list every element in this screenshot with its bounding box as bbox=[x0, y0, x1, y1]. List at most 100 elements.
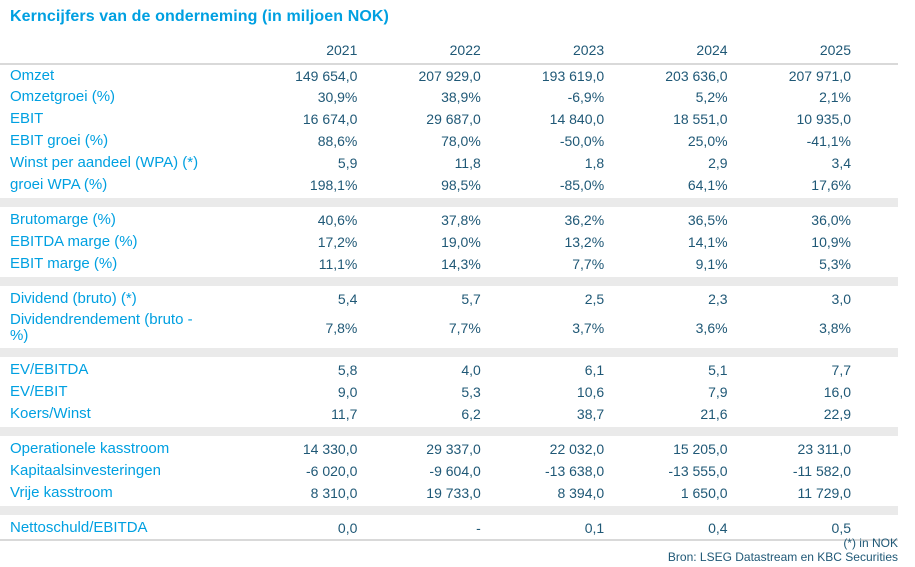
cell-value: 88,6% bbox=[317, 133, 358, 149]
cell-value: 2,3 bbox=[708, 291, 728, 307]
cell-value: -9 604,0 bbox=[429, 463, 481, 479]
cell-value: 11 729,0 bbox=[797, 485, 851, 501]
section-divider-band bbox=[0, 198, 898, 207]
cell-value: -50,0% bbox=[559, 133, 605, 149]
cell-value: - bbox=[476, 520, 481, 536]
row-label: groei WPA (%) bbox=[10, 176, 108, 193]
row-label: EBIT bbox=[10, 110, 44, 127]
cell-value: -11 582,0 bbox=[792, 463, 851, 479]
cell-value: 207 929,0 bbox=[418, 67, 481, 84]
cell-value: 22 032,0 bbox=[549, 441, 605, 457]
table-row: EV/EBIT 9,0 5,3 10,6 7,9 16,0 bbox=[0, 381, 898, 403]
cell-value: 0,1 bbox=[584, 520, 605, 536]
footnote-source: Bron: LSEG Datastream en KBC Securities bbox=[667, 550, 898, 564]
section-divider-band bbox=[0, 506, 898, 515]
table-row: Brutomarge (%) 40,6% 37,8% 36,2% 36,5% 36,0% bbox=[0, 209, 898, 231]
cell-value: 8 310,0 bbox=[310, 485, 358, 501]
footnotes: (*) in NOK Bron: LSEG Datastream en KBC … bbox=[0, 536, 898, 564]
cell-value: 38,9% bbox=[441, 89, 481, 105]
row-label: Omzetgroei (%) bbox=[10, 88, 116, 105]
cell-value: 3,6% bbox=[695, 320, 728, 336]
cell-value: 10,6 bbox=[576, 384, 605, 400]
cell-value: 13,2% bbox=[564, 234, 605, 250]
table-row: Winst per aandeel (WPA) (*) 5,9 11,8 1,8 2,9… bbox=[0, 152, 898, 174]
year-column-header: 2023 bbox=[527, 34, 652, 65]
table-row: EBIT groei (%) 88,6% 78,0% -50,0% 25,0% -41,1… bbox=[0, 130, 898, 152]
section-divider bbox=[0, 346, 898, 359]
cell-value: -13 555,0 bbox=[668, 463, 728, 479]
table-row: EV/EBITDA 5,8 4,0 6,1 5,1 7,7 bbox=[0, 359, 898, 381]
row-label: Vrije kasstroom bbox=[10, 484, 113, 501]
cell-value: -6 020,0 bbox=[306, 463, 358, 479]
table-row: EBIT marge (%) 11,1% 14,3% 7,7% 9,1% 5,3% bbox=[0, 253, 898, 275]
cell-value: 17,2% bbox=[317, 234, 358, 250]
row-label: Brutomarge (%) bbox=[10, 211, 116, 228]
row-label: Dividendrendement (bruto - %) bbox=[10, 311, 193, 344]
table-row: Operationele kasstroom 14 330,0 29 337,0 22… bbox=[0, 438, 898, 460]
section-divider bbox=[0, 504, 898, 517]
row-label: Koers/Winst bbox=[10, 405, 91, 422]
cell-value: 14 840,0 bbox=[549, 111, 605, 127]
cell-value: 40,6% bbox=[317, 212, 358, 228]
table-row: Koers/Winst 11,7 6,2 38,7 21,6 22,9 bbox=[0, 403, 898, 425]
cell-value: 5,9 bbox=[337, 155, 358, 171]
cell-value: 149 654,0 bbox=[295, 67, 358, 84]
cell-value: 29 337,0 bbox=[426, 441, 481, 457]
cell-value: 7,7% bbox=[572, 256, 605, 272]
cell-value: 0,5 bbox=[831, 520, 851, 536]
row-label: EBIT groei (%) bbox=[10, 132, 109, 149]
cell-value: 18 551,0 bbox=[673, 111, 728, 127]
cell-value: -85,0% bbox=[559, 177, 605, 193]
cell-value: 1,8 bbox=[584, 155, 605, 171]
cell-value: 36,0% bbox=[811, 212, 851, 228]
table-bottom-rule bbox=[0, 539, 898, 541]
table-header-row: 2021 2022 2023 2024 2025 bbox=[0, 34, 898, 65]
cell-value: 22,9 bbox=[823, 406, 851, 422]
cell-value: 38,7 bbox=[576, 406, 605, 422]
cell-value: 4,0 bbox=[461, 362, 481, 378]
row-label: Kapitaalsinvesteringen bbox=[10, 462, 161, 479]
cell-value: -41,1% bbox=[806, 133, 851, 149]
cell-value: 9,0 bbox=[337, 384, 358, 400]
cell-value: -6,9% bbox=[567, 89, 605, 105]
table-row: Dividend (bruto) (*) 5,4 5,7 2,5 2,3 3,0 bbox=[0, 288, 898, 310]
cell-value: 5,3% bbox=[819, 256, 851, 272]
cell-value: 19 733,0 bbox=[426, 485, 481, 501]
cell-value: 16,0 bbox=[823, 384, 851, 400]
cell-value: 16 674,0 bbox=[302, 111, 358, 127]
key-figures-table: 2021 2022 2023 2024 2025 Omzet 149 654,0 207 9… bbox=[0, 34, 898, 541]
section-divider bbox=[0, 196, 898, 209]
cell-value: 3,8% bbox=[819, 320, 851, 336]
cell-value: 15 205,0 bbox=[673, 441, 728, 457]
cell-value: 11,8 bbox=[454, 155, 481, 171]
cell-value: 78,0% bbox=[441, 133, 481, 149]
cell-value: 7,8% bbox=[325, 320, 358, 336]
row-label: Dividend (bruto) (*) bbox=[10, 290, 137, 307]
table-row: Kapitaalsinvesteringen -6 020,0 -9 604,0 -1… bbox=[0, 460, 898, 482]
table-row: Dividendrendement (bruto - %) 7,8% 7,7% 3,7… bbox=[0, 310, 898, 346]
cell-value: 5,4 bbox=[337, 291, 358, 307]
cell-value: 2,9 bbox=[708, 155, 728, 171]
cell-value: 14,3% bbox=[441, 256, 481, 272]
cell-value: 10,9% bbox=[811, 234, 851, 250]
cell-value: 14 330,0 bbox=[302, 441, 358, 457]
cell-value: 7,7% bbox=[448, 320, 481, 336]
section-divider bbox=[0, 425, 898, 438]
cell-value: 36,2% bbox=[564, 212, 605, 228]
cell-value: -13 638,0 bbox=[545, 463, 605, 479]
table-row: Omzet 149 654,0 207 929,0 193 619,0 203 636,… bbox=[0, 64, 898, 86]
footnote-unit: (*) in NOK bbox=[843, 536, 898, 550]
table-row: Vrije kasstroom 8 310,0 19 733,0 8 394,0 1 6… bbox=[0, 482, 898, 504]
cell-value: 6,1 bbox=[584, 362, 605, 378]
cell-value: 8 394,0 bbox=[557, 485, 605, 501]
year-column-header: 2021 bbox=[281, 34, 405, 65]
row-label: EV/EBITDA bbox=[10, 361, 89, 378]
row-label: EV/EBIT bbox=[10, 383, 68, 400]
cell-value: 5,1 bbox=[708, 362, 728, 378]
year-column-header: 2024 bbox=[651, 34, 775, 65]
cell-value: 98,5% bbox=[441, 177, 481, 193]
cell-value: 0,4 bbox=[708, 520, 728, 536]
cell-value: 5,3 bbox=[461, 384, 481, 400]
cell-value: 14,1% bbox=[687, 234, 728, 250]
